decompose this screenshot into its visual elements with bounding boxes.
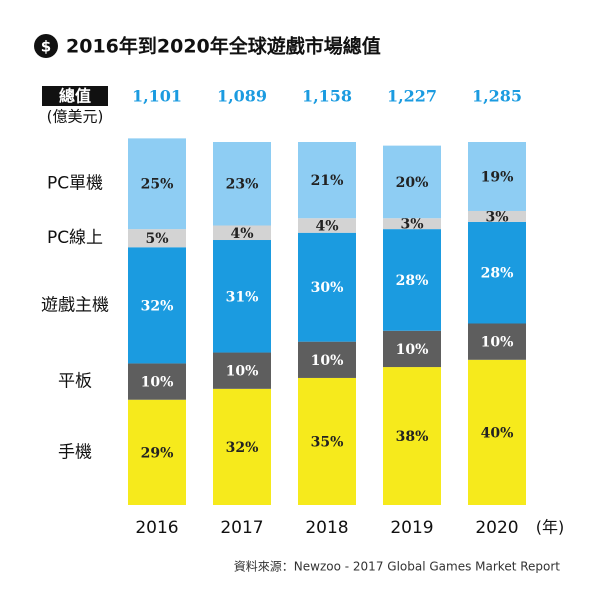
total-label: 1,101 [132,87,182,106]
bar-segment [383,330,441,368]
data-label: 10% [226,364,259,380]
data-label: 31% [226,289,259,305]
data-label: 38% [396,429,429,445]
data-label: 29% [141,445,174,461]
bar-segment [213,225,271,241]
data-label: 32% [226,440,259,456]
data-label: 4% [315,218,338,234]
bar-segment [128,138,186,230]
bar-segment [128,247,186,364]
x-tick-label: 2019 [390,518,433,538]
data-label: 28% [396,273,429,289]
data-label: 3% [400,217,423,233]
total-label: 1,285 [472,87,522,106]
legend-label: 平板 [58,372,92,392]
x-tick-label: 2018 [305,518,348,538]
bar-segment [128,229,186,248]
bar-segment [468,359,526,505]
bar-segment [383,367,441,505]
data-label: 10% [396,342,429,358]
data-label: 10% [311,353,344,369]
bar-segment [213,142,271,226]
bar-segment [383,145,441,219]
data-label: 3% [485,209,508,225]
x-tick-label: 2017 [220,518,263,538]
total-title: 總值 [59,87,91,106]
x-unit: (年) [536,518,565,537]
data-label: 4% [230,226,253,242]
bar-segment [383,229,441,331]
data-label: 32% [141,298,174,314]
source: 資料來源：Newzoo - 2017 Global Games Market R… [234,560,560,574]
data-label: 10% [141,375,174,391]
data-label: 30% [311,280,344,296]
bar-segment [468,221,526,324]
data-label: 35% [311,434,344,450]
data-label: 21% [311,173,344,189]
bar-segment [468,323,526,360]
bar-segment [298,232,356,342]
total-label: 1,158 [302,87,352,106]
dollar-icon [34,34,58,58]
legend-label: 遊戲主機 [41,295,109,315]
total-label: 1,089 [217,87,267,106]
legend-label: 手機 [58,442,92,462]
legend-label: PC單機 [47,174,103,194]
bar-segment [383,218,441,230]
data-label: 10% [481,335,514,351]
bar-segment [468,210,526,222]
data-label: 19% [481,169,514,185]
bar-segment [213,388,271,505]
bar-segment [298,377,356,505]
total-label: 1,227 [387,87,437,106]
data-label: 28% [481,266,514,282]
total-unit: (億美元) [47,108,104,126]
bar-segment [213,352,271,389]
data-label: 5% [145,231,168,247]
legend-label: PC線上 [47,228,103,248]
total-title-box [42,86,108,106]
data-label: 25% [141,177,174,193]
bar-segment [213,240,271,353]
bar-segment [128,363,186,400]
bar-segment [468,142,526,211]
bar-segment [298,142,356,219]
data-label: 20% [396,175,429,191]
x-tick-label: 2016 [135,518,178,538]
data-label: 23% [226,177,259,193]
bar-segment [298,218,356,233]
data-label: 40% [481,425,514,441]
bar-segment [128,399,186,505]
chart-title: 2016年到2020年全球遊戲市場總值 [66,35,381,58]
dollar-sign: $ [41,38,51,56]
bar-segment [298,341,356,378]
x-tick-label: 2020 [475,518,518,538]
